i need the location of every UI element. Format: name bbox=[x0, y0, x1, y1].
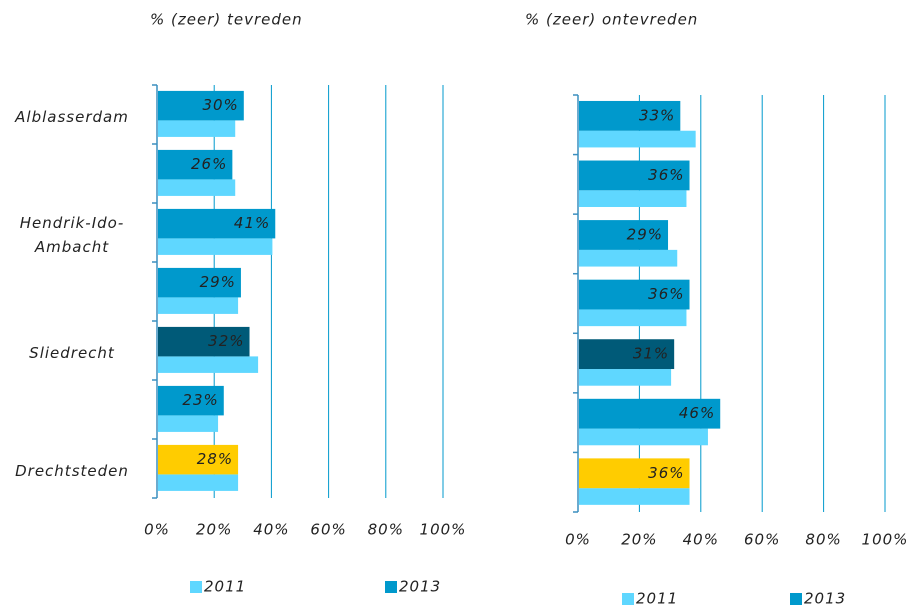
bar bbox=[158, 208, 276, 239]
bar bbox=[158, 267, 241, 298]
value-label: 28% bbox=[197, 450, 233, 468]
legend-label: 2011 bbox=[204, 578, 246, 596]
bar bbox=[579, 428, 708, 446]
bar bbox=[158, 297, 239, 314]
chart-title: % (zeer) ontevreden bbox=[525, 11, 698, 29]
value-label: 33% bbox=[639, 106, 675, 124]
value-label: 46% bbox=[679, 404, 715, 422]
category-label: Drechtsteden bbox=[15, 462, 129, 481]
bar bbox=[579, 220, 669, 250]
value-label: 41% bbox=[234, 214, 270, 232]
bar bbox=[158, 90, 244, 121]
bar bbox=[579, 130, 696, 148]
bar bbox=[158, 326, 250, 357]
bar bbox=[579, 458, 690, 489]
x-tick-label: 60% bbox=[744, 531, 780, 549]
x-tick-label: 80% bbox=[368, 521, 404, 539]
legend-swatch bbox=[622, 593, 634, 605]
value-label: 36% bbox=[648, 285, 684, 303]
legend-label: 2013 bbox=[399, 578, 441, 596]
bar bbox=[158, 179, 236, 196]
x-tick-label: 40% bbox=[253, 521, 289, 539]
bar bbox=[579, 398, 721, 429]
bar bbox=[158, 474, 239, 491]
x-tick-label: 0% bbox=[144, 521, 170, 539]
legend-swatch bbox=[790, 593, 802, 605]
bar bbox=[579, 249, 678, 267]
value-label: 30% bbox=[202, 96, 238, 114]
x-tick-label: 20% bbox=[621, 531, 657, 549]
value-label: 32% bbox=[208, 332, 244, 350]
bar bbox=[158, 149, 233, 180]
bar bbox=[158, 238, 273, 255]
category-label: Sliedrecht bbox=[29, 344, 115, 363]
legend-swatch bbox=[190, 581, 202, 593]
bar bbox=[579, 369, 672, 386]
x-tick-label: 100% bbox=[420, 521, 467, 539]
x-tick-label: 20% bbox=[196, 521, 232, 539]
bar bbox=[579, 309, 687, 327]
x-tick-label: 100% bbox=[862, 531, 909, 549]
bar bbox=[158, 120, 236, 137]
bar bbox=[158, 385, 224, 416]
value-label: 29% bbox=[627, 225, 663, 243]
value-label: 36% bbox=[648, 464, 684, 482]
bar bbox=[579, 100, 681, 131]
legend-swatch bbox=[385, 581, 397, 593]
chart-title: % (zeer) tevreden bbox=[150, 11, 303, 29]
value-label: 31% bbox=[633, 345, 669, 363]
value-label: 29% bbox=[200, 273, 236, 291]
bar bbox=[579, 488, 690, 505]
value-label: 23% bbox=[182, 391, 218, 409]
bar bbox=[579, 160, 690, 191]
bar bbox=[158, 444, 239, 475]
value-label: 36% bbox=[648, 166, 684, 184]
legend-label: 2011 bbox=[636, 590, 678, 607]
bar bbox=[579, 339, 675, 370]
value-label: 26% bbox=[191, 155, 227, 173]
legend-label: 2013 bbox=[804, 590, 846, 607]
category-label: Hendrik-Ido-Ambacht bbox=[19, 214, 125, 257]
bar bbox=[158, 356, 259, 373]
bar bbox=[579, 279, 690, 310]
x-tick-label: 60% bbox=[310, 521, 346, 539]
x-tick-label: 40% bbox=[683, 531, 719, 549]
bar bbox=[579, 190, 687, 207]
x-tick-label: 0% bbox=[565, 531, 591, 549]
category-label: Alblasserdam bbox=[15, 108, 129, 127]
bar bbox=[158, 415, 219, 432]
x-tick-label: 80% bbox=[805, 531, 841, 549]
